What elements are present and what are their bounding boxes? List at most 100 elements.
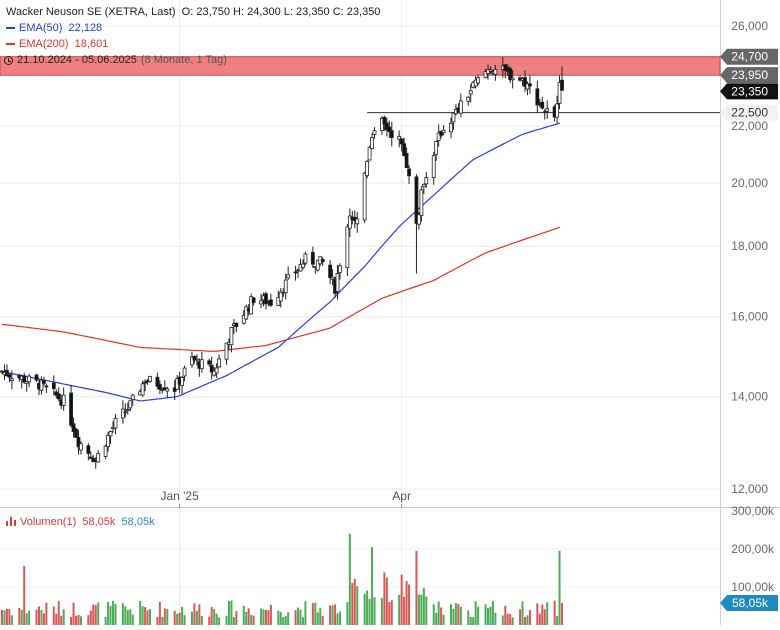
volume-bar <box>511 617 514 625</box>
volume-bar <box>146 610 149 625</box>
volume-bar <box>156 616 159 625</box>
volume-bar <box>321 615 324 625</box>
volume-bar <box>501 615 504 625</box>
resistance-zone <box>0 56 721 76</box>
volume-bar <box>94 605 97 625</box>
volume-bar <box>232 617 235 625</box>
candle-body <box>338 265 342 273</box>
volume-legend[interactable]: Volumen(1) 58,05k 58,05k <box>6 516 155 529</box>
volume-bar <box>23 566 26 625</box>
candle-body <box>251 297 256 303</box>
legend-ema50[interactable]: EMA(50) 22,128 <box>6 22 102 35</box>
legend-ema200[interactable]: EMA(200) 18,601 <box>6 38 108 51</box>
volume-bar <box>89 610 92 625</box>
volume-bar <box>489 606 492 625</box>
candle-body <box>414 176 419 224</box>
volume-layer <box>1 533 563 625</box>
candle-body <box>69 392 73 426</box>
volume-bar <box>70 616 73 625</box>
candle-body <box>345 226 350 269</box>
volume-bar <box>218 617 221 625</box>
y-tick-label: 16,000 <box>731 310 768 324</box>
y-tick-label: 14,000 <box>731 390 768 404</box>
zone-top-badge: 24,700 <box>720 48 778 65</box>
candle-body <box>476 77 481 84</box>
candle-body <box>9 378 14 381</box>
candle-body <box>56 393 61 400</box>
volume-bar <box>408 584 411 625</box>
volume-bar <box>198 604 201 625</box>
date-range: 21.10.2024 - 05.06.2025 <box>17 54 137 66</box>
last-price-badge: 23,350 <box>720 83 778 100</box>
support-badge: 22,500 <box>720 104 778 121</box>
candle-body <box>241 315 246 324</box>
ohlc-values: O: 23,750 H: 24,300 L: 23,350 C: 23,350 <box>181 6 381 18</box>
ema200-label: EMA(200) <box>19 38 69 50</box>
volume-bar <box>279 611 282 625</box>
volume-bar <box>284 615 287 625</box>
volume-bar <box>208 616 211 625</box>
volume-bar <box>225 615 228 625</box>
volume-bar <box>403 596 406 625</box>
candle-body <box>42 380 46 384</box>
last-volume-badge: 58,05k <box>720 594 778 611</box>
candle-body <box>192 356 197 361</box>
zone-bottom-badge-text: 23,950 <box>731 68 768 82</box>
zone-top-badge-bg <box>720 48 778 65</box>
volume-bar <box>472 617 475 625</box>
candle-body <box>523 77 527 87</box>
volume-bar <box>459 606 462 625</box>
volume-bar <box>304 601 307 625</box>
candle-body <box>362 172 367 221</box>
candle-body <box>27 375 32 383</box>
clock-icon <box>4 56 13 65</box>
candle-body <box>542 111 547 114</box>
candle-body <box>86 445 91 454</box>
volume-bar <box>1 609 3 625</box>
candle-body <box>76 436 81 448</box>
ema200-line <box>1 226 561 352</box>
candle-body <box>555 103 559 118</box>
candle-body <box>268 299 273 306</box>
volume-bar <box>161 616 164 625</box>
volume-bar <box>467 610 470 625</box>
volume-bar <box>18 607 21 625</box>
chart-title-row: Wacker Neuson SE (XETRA, Last) O: 23,750… <box>6 6 380 19</box>
x-tick-label: Jan '25 <box>160 489 199 503</box>
axis-layer: 26,00024,00022,00020,00018,00016,00014,0… <box>160 19 778 611</box>
volume-bar <box>195 610 198 625</box>
candle-body <box>525 83 530 90</box>
volume-bar <box>139 600 142 625</box>
range-note: (8 Monate, 1 Tag) <box>140 54 227 66</box>
volume-bar <box>250 614 253 625</box>
volume-bar <box>242 605 245 625</box>
volume-bar <box>97 602 100 625</box>
volume-bar <box>121 603 124 625</box>
volume-bar <box>141 606 144 625</box>
candle-body <box>44 385 49 388</box>
candle-body <box>108 431 113 437</box>
candle-body <box>217 358 221 368</box>
support-badge-text: 22,500 <box>731 106 768 120</box>
volume-bar <box>558 550 561 625</box>
candle-body <box>88 456 93 459</box>
candle-body <box>402 143 407 157</box>
volume-bar <box>346 602 349 625</box>
candle-body <box>328 264 333 279</box>
candle-body <box>79 443 83 451</box>
candle-body <box>372 130 377 135</box>
volume-bar <box>435 612 438 625</box>
ema-layer <box>1 122 561 402</box>
volume-bar <box>77 614 80 625</box>
volume-bar <box>269 604 272 625</box>
volume-bar <box>519 609 522 625</box>
ema200-swatch <box>6 43 15 46</box>
date-range-row[interactable]: 21.10.2024 - 05.06.2025 (8 Monate, 1 Tag) <box>1 53 227 67</box>
volume-bar <box>336 613 339 625</box>
candle-body <box>335 273 340 292</box>
candle-body <box>347 215 352 229</box>
volume-bar <box>432 604 435 625</box>
candle-body <box>51 382 56 389</box>
